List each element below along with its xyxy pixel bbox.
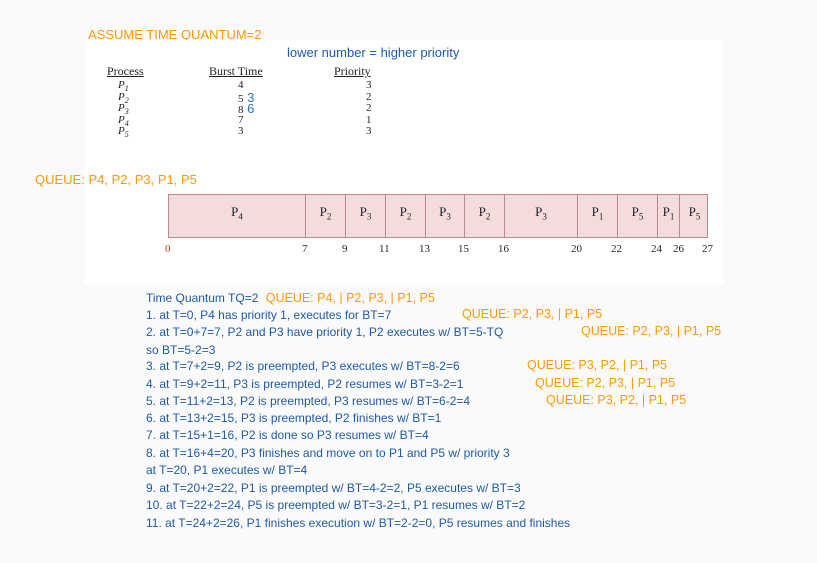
gantt-tick-label: 24 [651,243,662,255]
priority-header: Priority [334,64,371,78]
queue-label: QUEUE: P4, P2, P3, P1, P5 [35,172,197,187]
explanation-step: 6. at T=13+2=15, P3 is preempted, P2 fin… [146,411,442,425]
burst-time-correction: 6 [243,101,255,116]
gantt-block: P2 [386,195,426,237]
burst-time-cell: 8 6 [238,101,255,116]
priority-cell: 3 [366,125,372,137]
problem-figure: lower number = higher priority Process B… [85,40,723,285]
gantt-tick-label: 11 [379,243,390,255]
explanation-step: 7. at T=15+1=16, P2 is done so P3 resume… [146,428,429,442]
explanation-step: 3. at T=7+2=9, P2 is preempted, P3 execu… [146,359,460,373]
explanation-step: so BT=5-2=3 [146,343,216,357]
explanation-step: 8. at T=16+4=20, P3 finishes and move on… [146,446,510,460]
gantt-tick-label: 26 [673,243,684,255]
step-queue-state: QUEUE: P3, P2, | P1, P5 [527,358,668,372]
gantt-tick-label: 20 [571,243,582,255]
explanation-title: Time Quantum TQ=2 QUEUE: P4, | P2, P3, |… [146,291,435,305]
burst-time-cell: 5 3 [238,89,255,105]
priority-cell: 1 [366,113,372,126]
burst-time-cell: 3 [238,125,244,137]
process-cell: P4 [118,113,129,128]
gantt-block: P2 [465,195,505,237]
burst-time-cell: 4 [238,79,244,91]
gantt-block: P3 [505,195,578,237]
gantt-tick-label: 22 [611,243,622,255]
burst-time-header: Burst Time [209,64,263,78]
title-queue: QUEUE: P4, | P2, P3, | P1, P5 [265,291,435,305]
priority-note: lower number = higher priority [287,45,460,60]
time-quantum-title: Time Quantum TQ=2 [146,291,259,305]
explanation-step: 10. at T=22+2=24, P5 is preempted w/ BT=… [146,498,526,512]
gantt-block: P5 [618,195,658,237]
priority-cell: 2 [366,102,372,114]
gantt-tick-label: 15 [458,243,469,255]
gantt-block: P2 [306,195,346,237]
gantt-chart: P4 P2 P3 P2 P3 P2 P3 P1 P5 P1 P5 [168,194,708,238]
priority-cell: 2 [366,90,372,103]
step-queue-state: QUEUE: P2, P3, | P1, P5 [462,307,603,321]
gantt-tick-label: 7 [302,243,308,255]
explanation-step: 9. at T=20+2=22, P1 is preempted w/ BT=4… [146,481,521,495]
assume-quantum-label: ASSUME TIME QUANTUM=2 [88,27,262,42]
gantt-block: P1 [658,195,680,237]
step-queue-state: QUEUE: P3, P2, | P1, P5 [546,393,687,407]
burst-time-correction: 3 [243,89,255,105]
step-queue-state: QUEUE: P2, P3, | P1, P5 [535,376,676,390]
process-cell: P1 [118,79,129,94]
gantt-tick-label: 16 [498,243,509,255]
gantt-tick-label: 27 [702,243,713,255]
explanation-step: 2. at T=0+7=7, P2 and P3 have priority 1… [146,325,504,339]
process-cell: P3 [118,102,129,117]
process-header: Process [107,64,144,78]
explanation-step: 1. at T=0, P4 has priority 1, executes f… [146,308,392,322]
process-cell: P2 [118,90,129,105]
process-cell: P5 [118,125,129,140]
priority-cell: 3 [366,79,372,91]
gantt-block: P1 [578,195,618,237]
explanation-step: 5. at T=11+2=13, P2 is preempted, P3 res… [146,394,471,408]
explanation-step: 11. at T=24+2=26, P1 finishes execution … [146,516,571,530]
gantt-block: P3 [426,195,465,237]
explanation-step: at T=20, P1 executes w/ BT=4 [146,463,308,477]
burst-time-cell: 7 [238,113,244,126]
gantt-block: P3 [346,195,386,237]
gantt-tick-label: 0 [165,243,171,255]
gantt-tick-label: 13 [419,243,430,255]
gantt-block: P5 [688,204,701,222]
process-column: P1 P2 P3 P4 P5 [118,79,129,140]
gantt-block: P4 [169,195,306,237]
explanation-step: 4. at T=9+2=11, P3 is preempted, P2 resu… [146,377,464,391]
gantt-tick-label: 9 [342,243,348,255]
step-queue-state: QUEUE: P2, P3, | P1, P5 [581,324,722,338]
